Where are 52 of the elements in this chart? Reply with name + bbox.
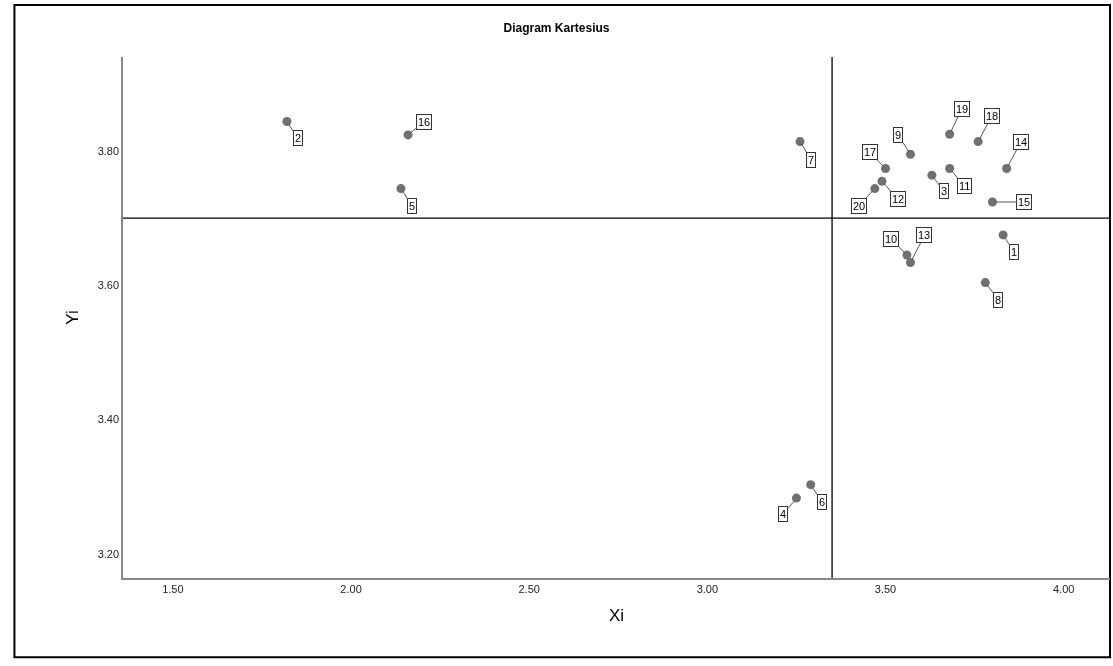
annotation: 14 bbox=[1015, 136, 1028, 148]
point bbox=[403, 130, 413, 140]
point bbox=[998, 230, 1008, 240]
point bbox=[877, 176, 887, 186]
annotation: 12 bbox=[892, 193, 905, 205]
y-tick-label: 3.40 bbox=[97, 413, 120, 426]
chart-title: Diagram Kartesius bbox=[503, 20, 610, 35]
point bbox=[927, 170, 937, 180]
x-tick-label: 3.00 bbox=[696, 582, 719, 595]
point bbox=[791, 493, 801, 503]
point bbox=[282, 116, 292, 126]
point bbox=[870, 184, 880, 194]
annotation: 5 bbox=[409, 200, 416, 212]
annotation: 15 bbox=[1018, 196, 1031, 208]
annotation: 16 bbox=[418, 116, 431, 128]
annotation: 20 bbox=[853, 200, 866, 212]
point bbox=[1002, 163, 1012, 173]
point bbox=[396, 184, 406, 194]
y-tick-label: 3.20 bbox=[97, 547, 120, 560]
annotation: 2 bbox=[295, 132, 302, 144]
x-tick-label: 2.50 bbox=[518, 582, 540, 595]
annotation: 6 bbox=[819, 496, 826, 508]
point bbox=[881, 163, 891, 173]
annotation: 1 bbox=[1011, 246, 1018, 258]
point bbox=[973, 137, 983, 147]
x-tick-label: 2.00 bbox=[340, 582, 362, 595]
x-tick-label: 4.00 bbox=[1052, 582, 1075, 595]
y-tick-label: 3.60 bbox=[97, 279, 120, 292]
annotation: 17 bbox=[864, 146, 877, 158]
annotation: 8 bbox=[995, 294, 1002, 306]
annotation: 10 bbox=[885, 233, 898, 245]
point bbox=[945, 129, 955, 139]
y-axis-title: Yi bbox=[62, 310, 82, 325]
annotation: 7 bbox=[808, 154, 815, 166]
x-tick-label: 1.50 bbox=[162, 582, 184, 595]
point bbox=[795, 137, 805, 147]
point bbox=[902, 250, 912, 260]
annotation: 3 bbox=[941, 185, 948, 197]
x-axis-title: Xi bbox=[608, 605, 625, 625]
annotation: 18 bbox=[986, 110, 999, 122]
annotation: 4 bbox=[780, 508, 787, 520]
y-tick-label: 3.80 bbox=[97, 144, 120, 157]
point bbox=[945, 163, 955, 173]
point bbox=[980, 278, 990, 288]
annotation: 9 bbox=[895, 129, 902, 141]
annotation: 13 bbox=[918, 229, 931, 241]
annotation: 19 bbox=[956, 103, 969, 115]
x-tick-label: 3.50 bbox=[874, 582, 897, 595]
point bbox=[905, 257, 915, 267]
annotation: 11 bbox=[959, 180, 971, 192]
point bbox=[905, 149, 915, 159]
point bbox=[806, 480, 816, 490]
